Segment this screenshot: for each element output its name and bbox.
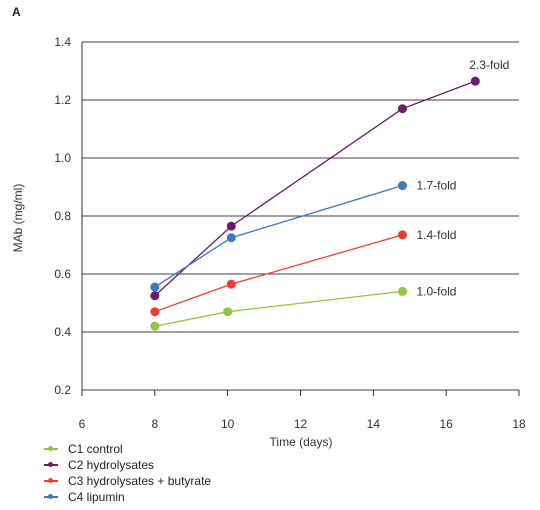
data-point <box>226 233 236 243</box>
tick-labels: 0.2 0.4 0.6 0.8 1.0 1.2 1.4 6 8 10 12 14 16 18 <box>54 35 526 431</box>
y-tick-label: 0.8 <box>54 209 71 223</box>
data-point <box>226 279 236 289</box>
data-point <box>150 307 160 317</box>
x-tick-label: 12 <box>294 417 308 431</box>
y-tick-label: 0.2 <box>54 383 71 397</box>
series-line <box>154 234 403 313</box>
x-tick-label: 8 <box>151 417 158 431</box>
x-tick-label: 14 <box>367 417 381 431</box>
data-point <box>397 286 407 296</box>
data-point <box>470 76 480 86</box>
legend-label: C3 hydrolysates + butyrate <box>68 474 212 488</box>
panel-label: A <box>12 5 21 19</box>
y-tick-label: 1.0 <box>54 151 71 165</box>
y-tick-label: 0.4 <box>54 325 71 339</box>
data-point <box>397 104 407 114</box>
data-point <box>150 291 160 301</box>
fold-annotation: 1.4-fold <box>416 228 456 242</box>
legend-label: C1 control <box>68 442 123 456</box>
x-tick-label: 16 <box>439 417 453 431</box>
data-point <box>226 221 236 231</box>
fold-annotation: 2.3-fold <box>469 58 509 72</box>
data-point <box>223 307 233 317</box>
legend-item: C4 lipumin <box>44 489 211 505</box>
y-tick-label: 0.6 <box>54 267 71 281</box>
data-point <box>397 181 407 191</box>
legend: C1 control C2 hydrolysates C3 hydrolysates… <box>44 441 211 505</box>
legend-swatch <box>44 444 66 454</box>
series-layer <box>150 76 480 331</box>
axes <box>81 42 520 396</box>
data-point <box>397 230 407 240</box>
y-tick-label: 1.2 <box>54 93 71 107</box>
legend-swatch <box>44 460 66 470</box>
fold-annotation: 1.7-fold <box>416 179 456 193</box>
legend-label: C2 hydrolysates <box>68 458 155 472</box>
data-point <box>150 321 160 331</box>
legend-swatch <box>44 492 66 502</box>
x-tick-label: 10 <box>221 417 235 431</box>
fold-annotations: 1.0-fold 2.3-fold 1.4-fold 1.7-fold <box>416 58 509 298</box>
legend-label: C4 lipumin <box>68 490 125 504</box>
legend-item: C1 control <box>44 441 211 457</box>
y-axis-title: MAb (mg/ml) <box>11 184 25 253</box>
legend-swatch <box>44 476 66 486</box>
x-axis-title: Time (days) <box>270 435 333 449</box>
fold-annotation: 1.0-fold <box>416 284 456 298</box>
series-line <box>154 184 403 288</box>
series-line <box>154 80 476 297</box>
legend-item: C3 hydrolysates + butyrate <box>44 473 211 489</box>
data-point <box>150 282 160 292</box>
x-tick-label: 6 <box>79 417 86 431</box>
series-line <box>154 290 403 327</box>
y-tick-label: 1.4 <box>54 35 71 49</box>
legend-item: C2 hydrolysates <box>44 457 211 473</box>
x-tick-label: 18 <box>512 417 526 431</box>
